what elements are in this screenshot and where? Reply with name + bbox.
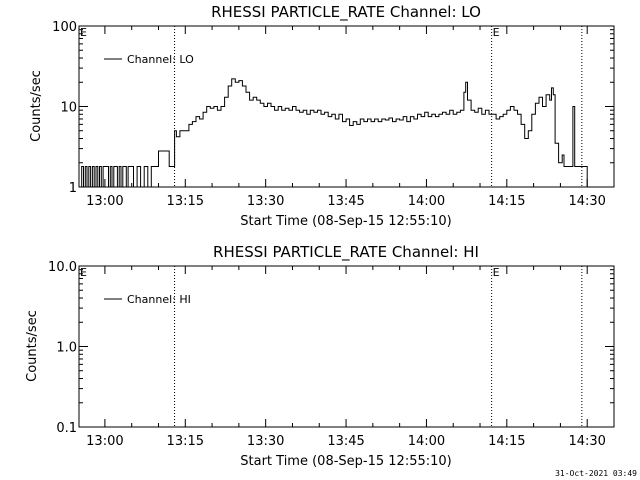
x-tick-label: 13:00 (86, 434, 123, 449)
y-tick-label: 10.0 (48, 260, 77, 275)
chart-lo-y-ticks: 1 10 100 (52, 20, 614, 196)
chart-hi-legend-label: Channel: HI (127, 293, 191, 306)
event-marker-label: E (80, 266, 87, 279)
x-tick-label: 13:45 (327, 194, 364, 209)
x-tick-label: 13:30 (247, 434, 284, 449)
x-tick-label: 13:15 (167, 434, 204, 449)
x-tick-label: 14:15 (488, 434, 525, 449)
x-tick-label: 13:15 (167, 194, 204, 209)
chart-hi-ylabel: Counts/sec (25, 310, 40, 382)
event-marker-label: E (493, 26, 500, 39)
x-tick-label: 14:15 (488, 194, 525, 209)
x-tick-label: 14:00 (408, 434, 445, 449)
chart-lo-legend-label: Channel: LO (127, 53, 194, 66)
footer-timestamp: 31-Oct-2021 03:49 (555, 469, 637, 478)
event-marker-label: E (493, 266, 500, 279)
chart-hi-x-ticks: 13:00 13:15 13:30 13:45 14:00 14:15 14:30 (86, 266, 615, 449)
chart-lo: RHESSI PARTICLE_RATE Channel: LO 13:00 13… (29, 3, 615, 229)
x-tick-label: 14:00 (408, 194, 445, 209)
x-tick-label: 14:30 (568, 434, 605, 449)
chart-hi-y-ticks: 0.1 1.0 10.0 (48, 260, 614, 436)
chart-lo-series-line (79, 78, 588, 188)
chart-hi-title: RHESSI PARTICLE_RATE Channel: HI (213, 243, 479, 262)
chart-hi: RHESSI PARTICLE_RATE Channel: HI 13:00 13… (25, 243, 615, 469)
y-tick-label: 100 (52, 20, 77, 35)
event-marker-label: E (80, 26, 87, 39)
chart-lo-x-ticks: 13:00 13:15 13:30 13:45 14:00 14:15 14:30 (86, 26, 615, 209)
chart-lo-ylabel: Counts/sec (29, 70, 44, 142)
x-tick-label: 13:45 (327, 434, 364, 449)
y-tick-label: 0.1 (56, 421, 77, 436)
x-tick-label: 13:30 (247, 194, 284, 209)
chart-lo-title: RHESSI PARTICLE_RATE Channel: LO (211, 3, 481, 22)
y-tick-label: 1.0 (56, 341, 77, 356)
y-tick-label: 1 (69, 181, 77, 196)
y-tick-label: 10 (60, 101, 77, 116)
x-tick-label: 14:30 (568, 194, 605, 209)
chart-lo-xlabel: Start Time (08-Sep-15 12:55:10) (240, 214, 451, 229)
x-tick-label: 13:00 (86, 194, 123, 209)
chart-hi-xlabel: Start Time (08-Sep-15 12:55:10) (240, 454, 451, 469)
